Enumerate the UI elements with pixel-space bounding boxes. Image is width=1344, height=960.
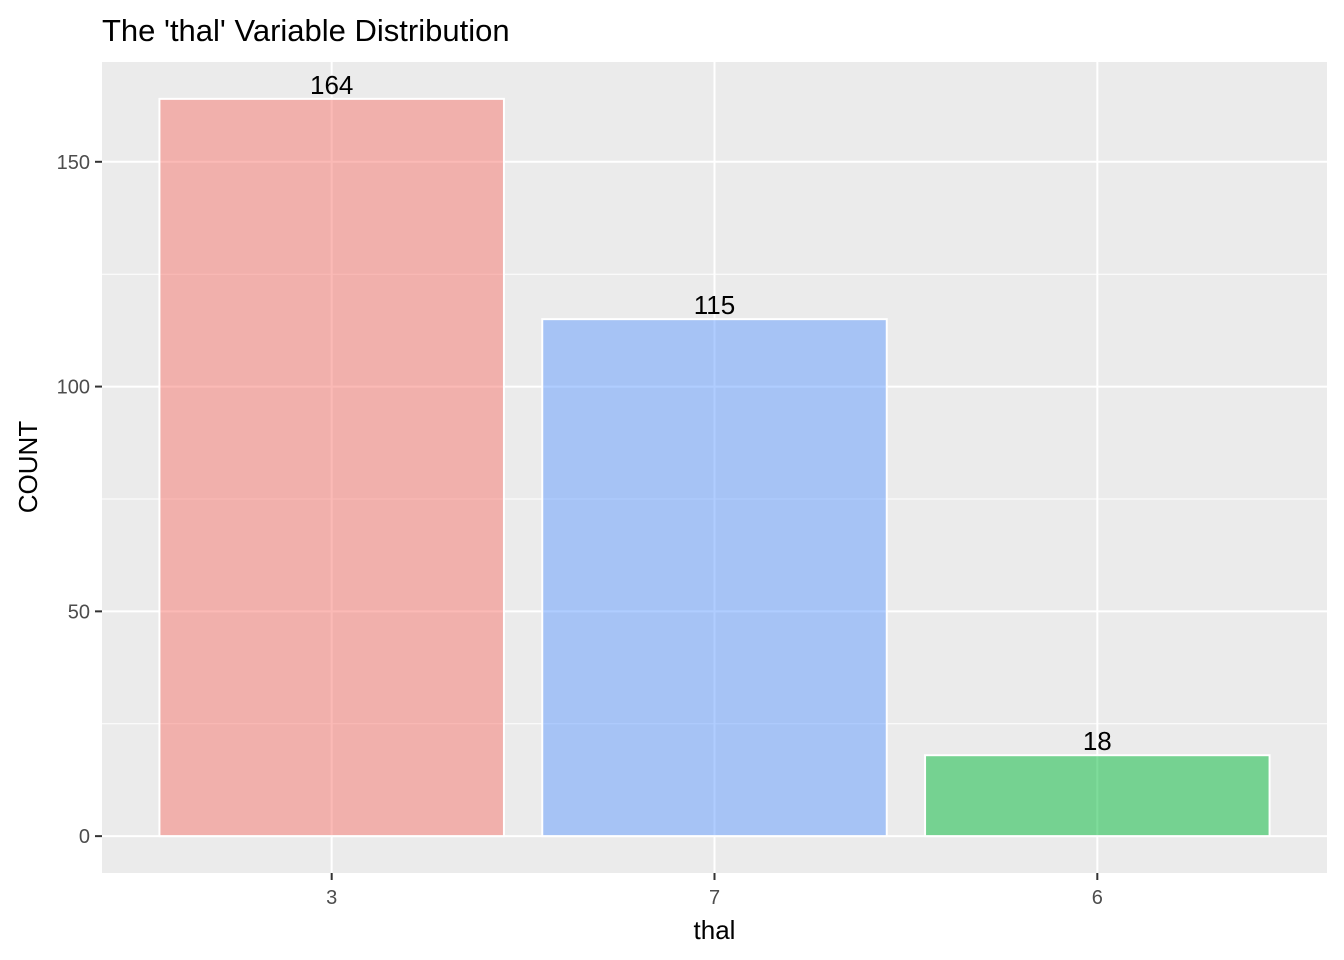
- bar-7: [541, 318, 888, 838]
- bar-6: [924, 754, 1271, 838]
- data-label-3: 164: [310, 70, 353, 100]
- chart-title: The 'thal' Variable Distribution: [102, 13, 510, 48]
- data-label-7: 115: [694, 290, 735, 320]
- y-axis: 0 50 100 150: [57, 152, 102, 848]
- bars: [158, 97, 1271, 838]
- y-tick-label: 50: [68, 601, 90, 623]
- x-axis-title: thal: [694, 915, 736, 945]
- x-tick-label: 7: [709, 887, 720, 909]
- x-axis: 3 7 6: [326, 873, 1103, 909]
- data-label-6: 18: [1083, 726, 1112, 756]
- y-tick-label: 150: [57, 152, 90, 174]
- x-tick-label: 3: [326, 887, 337, 909]
- data-labels: 164 115 18: [310, 70, 1112, 756]
- bar-3: [158, 97, 505, 838]
- y-axis-title: COUNT: [13, 421, 43, 514]
- x-tick-label: 6: [1092, 887, 1103, 909]
- y-tick-label: 0: [79, 826, 90, 848]
- y-tick-label: 100: [57, 377, 90, 399]
